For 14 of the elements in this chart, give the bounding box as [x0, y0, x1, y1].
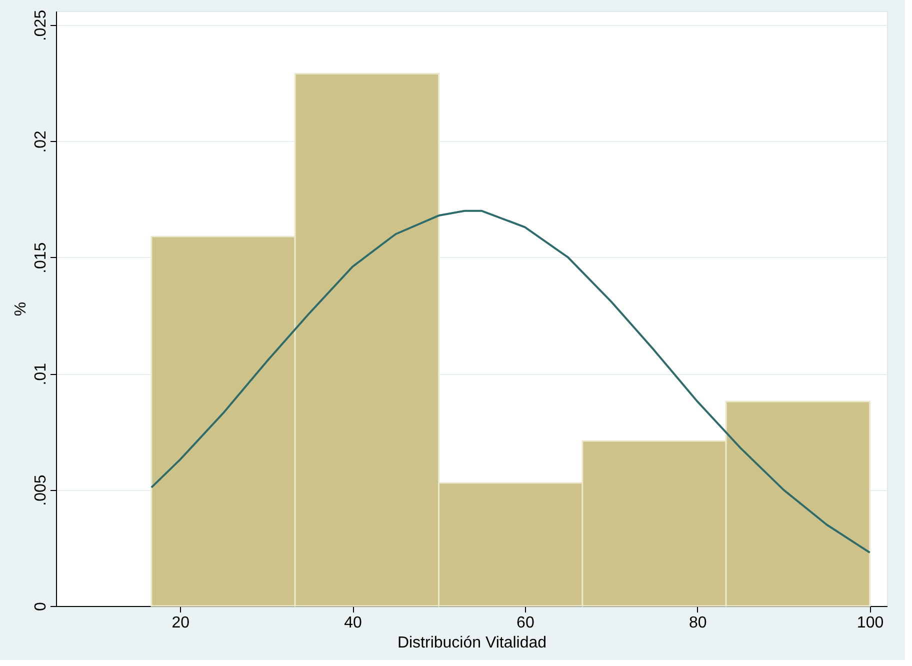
y-tick-label: .025 — [32, 10, 50, 42]
x-tick-label: 20 — [172, 614, 190, 632]
x-tick-label: 100 — [856, 614, 884, 632]
x-axis-title: Distribución Vitalidad — [397, 634, 547, 652]
line-series — [150, 210, 871, 554]
y-tick-label: .01 — [32, 362, 50, 386]
x-tick-label: 80 — [688, 614, 707, 632]
x-tick-label: 60 — [516, 614, 534, 632]
y-tick-label: .015 — [32, 242, 50, 274]
y-axis-title: % — [12, 302, 30, 316]
y-tick-label: .005 — [32, 474, 50, 506]
y-tick-label: .02 — [32, 130, 50, 153]
x-tick-label: 40 — [344, 614, 362, 632]
y-tick-label: 0 — [32, 602, 50, 611]
